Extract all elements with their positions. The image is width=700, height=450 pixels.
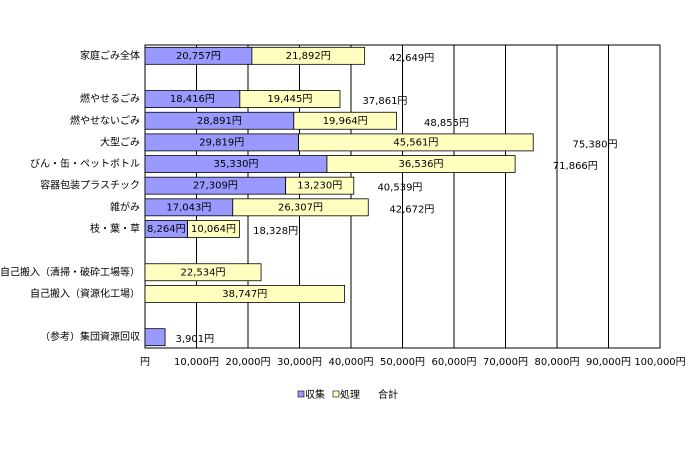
category-label: 燃やせるごみ — [80, 92, 140, 105]
category-label: びん・缶・ペットボトル — [30, 157, 140, 170]
legend-label: 合計 — [378, 388, 398, 401]
bar-segment — [144, 284, 345, 303]
x-tick-label: 100,000円 — [634, 357, 685, 368]
value-label: 28,891円 — [197, 116, 242, 127]
category-label: 大型ごみ — [100, 135, 140, 148]
category-label: 燃やせないごみ — [70, 114, 140, 127]
bar-segment — [293, 111, 398, 130]
bar-segment — [232, 198, 369, 217]
bar-segment — [326, 155, 516, 173]
total-label: 42,649円 — [389, 53, 434, 64]
category-label: （参考）集団資源回収 — [40, 330, 140, 343]
total-label: 42,672円 — [389, 204, 434, 215]
value-label: 45,561円 — [393, 137, 438, 148]
x-tick-label: 80,000円 — [535, 357, 580, 368]
value-label: 26,307円 — [278, 202, 323, 213]
value-label: 35,330円 — [213, 159, 258, 170]
value-label: 27,309円 — [193, 181, 238, 192]
value-label: 17,043円 — [166, 202, 211, 213]
value-label: 22,534円 — [181, 267, 226, 278]
value-label: 38,747円 — [222, 289, 267, 300]
value-label: 29,819円 — [199, 137, 244, 148]
value-label: 36,536円 — [399, 159, 444, 170]
value-label: 18,416円 — [170, 94, 215, 105]
x-tick-label: 円 — [140, 357, 150, 368]
legend-swatch — [297, 390, 305, 398]
total-label: 40,539円 — [377, 183, 422, 194]
category-label: 枝・葉・草 — [90, 222, 140, 235]
total-label: 75,380円 — [572, 139, 617, 150]
total-label: 37,861円 — [362, 96, 407, 107]
legend-label: 処理 — [340, 388, 360, 401]
bar-segment — [187, 220, 240, 238]
value-label: 20,757円 — [176, 51, 221, 62]
category-label: 自己搬入（資源化工場） — [30, 287, 140, 300]
value-label: 10,064円 — [191, 224, 236, 235]
value-label: 19,964円 — [323, 116, 368, 127]
x-tick-label: 60,000円 — [432, 357, 477, 368]
total-label: 3,901円 — [176, 334, 215, 345]
x-tick-label: 50,000円 — [380, 357, 425, 368]
legend-label: 収集 — [305, 388, 325, 401]
bar-segment — [144, 263, 262, 282]
x-tick-label: 90,000円 — [586, 357, 631, 368]
bar-segment — [285, 176, 355, 195]
value-label: 13,230円 — [297, 181, 342, 192]
value-label: 19,445円 — [267, 94, 312, 105]
legend-swatch — [332, 390, 340, 398]
category-label: 自己搬入（清掃・破砕工場等） — [0, 265, 140, 278]
x-tick-label: 30,000円 — [277, 357, 322, 368]
x-tick-label: 70,000円 — [483, 357, 528, 368]
x-tick-label: 10,000円 — [174, 357, 219, 368]
category-label: 容器包装プラスチック — [40, 179, 140, 192]
bar-segment — [298, 133, 534, 152]
total-label: 18,328円 — [253, 226, 298, 237]
bar-segment — [144, 328, 166, 347]
value-label: 8,264円 — [147, 224, 186, 235]
total-label: 48,855円 — [424, 118, 469, 129]
category-label: 家庭ごみ全体 — [80, 49, 140, 62]
value-label: 21,892円 — [286, 51, 331, 62]
x-tick-label: 40,000円 — [329, 357, 374, 368]
bar-segment — [239, 90, 341, 109]
x-tick-label: 20,000円 — [226, 357, 271, 368]
category-label: 雑がみ — [110, 200, 140, 213]
bar-segment — [251, 46, 366, 65]
total-label: 71,866円 — [553, 161, 598, 172]
